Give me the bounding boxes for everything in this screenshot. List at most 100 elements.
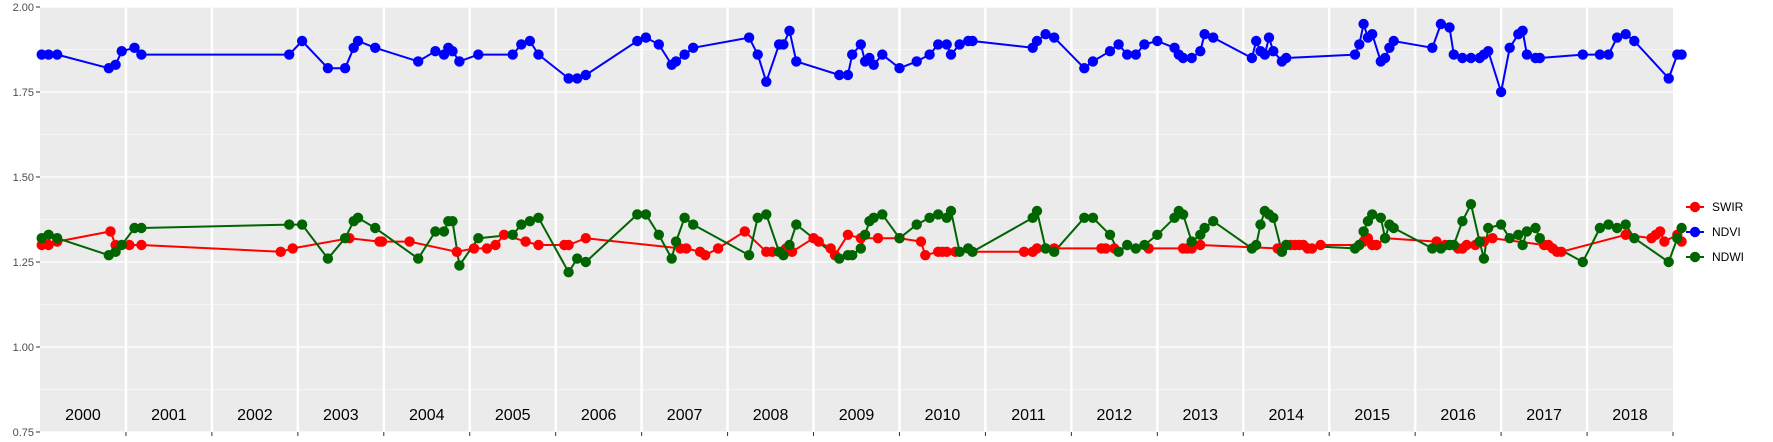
ndvi-data-point xyxy=(507,49,518,60)
ndwi-data-point xyxy=(1186,236,1197,247)
y-tick-label: 1.50 xyxy=(13,172,34,184)
ndwi-data-point xyxy=(1122,239,1133,251)
ndvi-data-point xyxy=(640,32,652,43)
year-label: 2017 xyxy=(1526,407,1562,424)
ndvi-data-point xyxy=(894,62,905,74)
ndwi-data-point xyxy=(945,205,957,217)
ndwi-data-point xyxy=(1152,229,1163,240)
ndvi-data-point xyxy=(941,39,952,50)
ndvi-data-point xyxy=(473,49,484,60)
ndwi-data-point xyxy=(413,253,424,264)
ndvi-data-point xyxy=(632,35,643,47)
ndvi-data-point xyxy=(284,49,295,60)
ndwi-data-point xyxy=(1255,219,1266,230)
ndvi-data-point xyxy=(1504,42,1515,53)
ndwi-data-point xyxy=(791,219,802,230)
ndvi-data-point xyxy=(1358,18,1369,30)
legend-key-point xyxy=(1689,201,1701,213)
ndwi-data-point xyxy=(454,260,465,271)
ndwi-data-point xyxy=(1388,222,1399,234)
year-label: 2014 xyxy=(1268,407,1304,424)
ndwi-data-point xyxy=(370,222,381,234)
ndvi-data-point xyxy=(1040,29,1051,40)
ndwi-data-point xyxy=(679,212,690,223)
ndwi-data-point xyxy=(1367,209,1378,220)
ndvi-data-point xyxy=(563,73,574,84)
ndvi-data-point xyxy=(1263,32,1275,43)
swir-data-point xyxy=(533,239,544,251)
ndwi-data-point xyxy=(1427,243,1438,254)
swir-data-point xyxy=(287,243,298,254)
year-label: 2010 xyxy=(925,407,961,424)
ndvi-data-point xyxy=(454,56,465,67)
ndvi-data-point xyxy=(533,49,544,60)
ndwi-data-point xyxy=(1530,222,1541,234)
ndvi-series-points xyxy=(36,18,1687,98)
ndvi-data-point xyxy=(670,56,682,67)
ndvi-data-point xyxy=(1663,73,1674,84)
swir-data-point xyxy=(712,243,724,254)
major-gridlines xyxy=(40,6,1673,433)
ndwi-data-point xyxy=(1577,256,1589,268)
swir-data-point xyxy=(739,226,750,237)
ndvi-data-point xyxy=(1208,32,1219,43)
ndwi-data-point xyxy=(1663,256,1674,268)
ndvi-data-point xyxy=(1246,52,1258,64)
ndvi-data-point xyxy=(136,49,147,60)
year-label: 2005 xyxy=(495,407,531,424)
swir-data-point xyxy=(404,236,415,247)
swir-data-point xyxy=(136,239,147,251)
ndvi-data-point xyxy=(116,46,127,57)
ndvi-data-point xyxy=(752,49,763,60)
ndvi-data-point xyxy=(868,59,879,70)
ndwi-data-point xyxy=(572,253,583,264)
year-label: 2016 xyxy=(1440,407,1476,424)
ndvi-data-point xyxy=(778,39,789,50)
ndvi-data-point xyxy=(847,49,858,60)
swir-data-point xyxy=(468,243,480,254)
ndvi-data-point xyxy=(1495,86,1507,98)
ndwi-data-point xyxy=(110,246,121,257)
year-label: 2013 xyxy=(1182,407,1218,424)
ndwi-data-point xyxy=(473,233,484,244)
ndvi-data-point xyxy=(1139,39,1150,50)
ndvi-data-point xyxy=(791,56,802,67)
swir-data-point xyxy=(920,250,931,261)
ndwi-data-point xyxy=(778,250,789,261)
legend-key-point xyxy=(1689,226,1701,238)
ndvi-data-point xyxy=(967,35,978,47)
swir-data-point xyxy=(1654,226,1666,237)
ndwi-data-point xyxy=(1113,246,1124,257)
ndvi-data-point xyxy=(43,49,54,60)
ndvi-data-point xyxy=(1435,18,1447,30)
ndwi-data-point xyxy=(43,229,54,240)
ndwi-data-point xyxy=(1513,229,1524,240)
swir-data-point xyxy=(481,243,493,254)
ndwi-data-point xyxy=(688,219,699,230)
ndvi-data-point xyxy=(1349,49,1361,60)
year-label: 2001 xyxy=(151,407,187,424)
ndwi-data-point xyxy=(640,209,652,220)
ndvi-data-point xyxy=(1483,46,1494,57)
ndvi-data-point xyxy=(322,62,334,74)
year-label: 2011 xyxy=(1011,407,1046,424)
year-label: 2007 xyxy=(667,407,703,424)
y-tick-label: 1.25 xyxy=(13,257,34,269)
ndvi-data-point xyxy=(1199,29,1210,40)
swir-data-point xyxy=(1487,233,1498,244)
ndwi-data-point xyxy=(911,219,922,230)
ndvi-data-point xyxy=(945,49,957,60)
ndwi-data-point xyxy=(1379,233,1391,244)
swir-data-point xyxy=(681,243,692,254)
y-tick-label: 1.00 xyxy=(13,342,34,354)
ndwi-data-point xyxy=(1672,233,1683,244)
ndvi-data-point xyxy=(1049,32,1060,43)
swir-data-point xyxy=(124,239,135,251)
ndwi-data-point xyxy=(438,226,450,237)
year-label: 2003 xyxy=(323,407,359,424)
y-tick-label: 0.75 xyxy=(13,427,34,439)
ndwi-data-point xyxy=(653,229,664,240)
swir-data-point xyxy=(275,246,286,257)
y-tick-label: 1.75 xyxy=(13,87,34,99)
ndvi-data-point xyxy=(1122,49,1133,60)
